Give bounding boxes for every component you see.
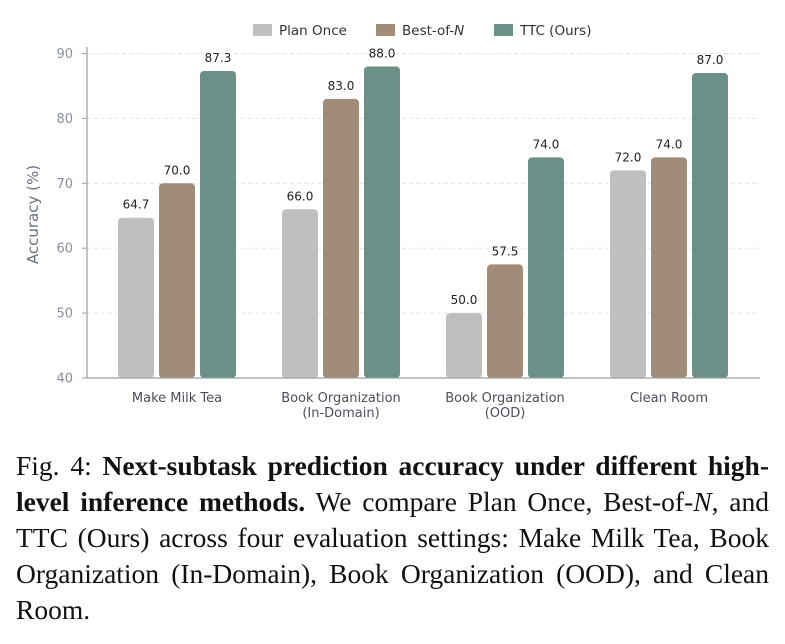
bar-value-label: 64.7	[123, 198, 150, 212]
x-tick-label: Book Organization (In-Domain)	[281, 391, 401, 421]
y-tick-label: 50	[56, 307, 73, 322]
bar-value-label: 72.0	[615, 150, 642, 164]
x-tick-label-line: Book Organization	[445, 391, 565, 406]
legend-label: Plan Once	[279, 23, 347, 39]
bar	[364, 66, 400, 379]
bar-value-label: 83.0	[328, 79, 355, 93]
caption-prefix: Fig. 4:	[16, 450, 103, 481]
bar	[200, 71, 236, 378]
figure-caption: Fig. 4: Next-subtask prediction accuracy…	[16, 448, 769, 628]
legend-label: TTC (Ours)	[519, 23, 591, 39]
bar	[159, 183, 195, 378]
caption-bold-title: Next-subtask prediction accuracy under d…	[16, 450, 770, 517]
x-tick-label-line: (In-Domain)	[302, 406, 379, 421]
caption-text-b: , and TTC (Ours) across four evaluation …	[16, 486, 769, 625]
bar	[651, 157, 687, 378]
bar	[323, 98, 359, 378]
y-tick-label: 90	[56, 47, 73, 62]
bar	[610, 170, 646, 378]
bar	[692, 72, 728, 378]
x-tick-label-line: Make Milk Tea	[132, 391, 222, 406]
bar-value-label: 74.0	[533, 137, 560, 151]
y-tick-label: 70	[56, 177, 73, 192]
caption-n-symbol: N	[693, 486, 712, 517]
chart-gridlines	[87, 52, 760, 314]
x-tick-label: Make Milk Tea	[132, 391, 222, 406]
legend-swatch	[253, 24, 272, 36]
y-axis-label: Accuracy (%)	[24, 165, 42, 264]
bar	[528, 157, 564, 378]
bar	[446, 313, 482, 378]
y-tick-label: 60	[56, 242, 73, 257]
bar	[282, 209, 318, 378]
x-tick-label: Clean Room	[630, 391, 708, 406]
x-tick-label-line: Clean Room	[630, 391, 708, 406]
y-tick-label: 80	[56, 112, 73, 127]
bar-value-label: 87.3	[205, 51, 232, 65]
legend-swatch	[494, 24, 513, 36]
legend-label: Best-of-N	[402, 23, 464, 39]
bar-value-label: 50.0	[451, 293, 478, 307]
bar	[118, 217, 154, 378]
chart-bars: 64.7 66.0 50.0 72.0 70.0 83.0 57.5 74.0 87.3 88.0…	[118, 46, 728, 379]
y-tick-label: 40	[56, 372, 73, 387]
chart-legend: Plan Once Best-of-N TTC (Ours)	[253, 23, 591, 39]
legend-swatch	[376, 24, 395, 36]
bar	[487, 264, 523, 378]
legend-label-part: N	[454, 23, 464, 39]
x-tick-label: Book Organization (OOD)	[445, 391, 565, 421]
bar-value-label: 87.0	[697, 53, 724, 67]
x-tick-label-line: Book Organization	[281, 391, 401, 406]
caption-text-a: We compare Plan Once, Best-of-	[305, 486, 694, 517]
bar-value-label: 88.0	[369, 46, 396, 60]
bar-value-label: 57.5	[492, 244, 519, 258]
x-axis: Make Milk Tea Book Organization (In-Domain…	[87, 377, 760, 421]
bar-value-label: 70.0	[164, 163, 191, 177]
bar-value-label: 66.0	[287, 189, 314, 203]
x-tick-label-line: (OOD)	[485, 406, 526, 421]
legend-label-part: Best-of-	[402, 23, 454, 39]
bar-value-label: 74.0	[656, 137, 683, 151]
y-axis: 40 50 60 70 80 90 Accuracy (%)	[24, 47, 88, 387]
bar-chart: Plan Once Best-of-N TTC (Ours) 40 50 60 70 80 9…	[24, 23, 760, 421]
